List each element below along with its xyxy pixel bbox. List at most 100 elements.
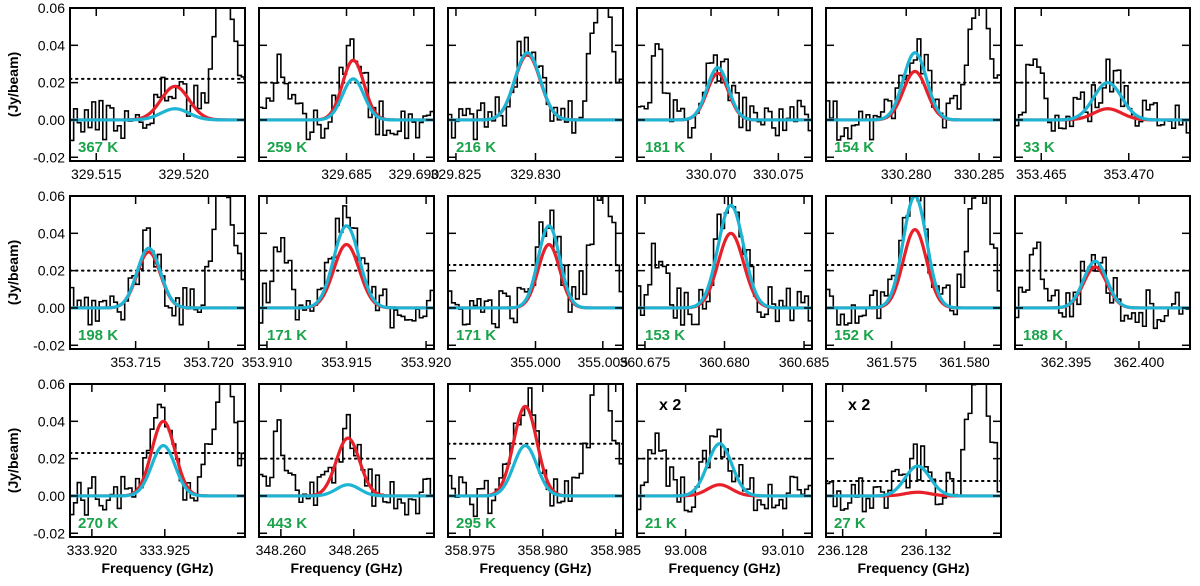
panel-frame	[1014, 7, 1191, 162]
y-tick-label: 0.00	[38, 300, 65, 316]
x-tick-label: 93.010	[761, 542, 804, 558]
plot-area	[448, 384, 623, 518]
y-tick-label: 0.00	[38, 488, 65, 504]
x-tick-label: 348.260	[256, 542, 307, 558]
observed-spectrum	[637, 43, 812, 139]
y-tick-label: 0.02	[38, 263, 65, 279]
x-tick-label: 330.280	[881, 166, 932, 182]
spectrum-panel: 353.465 353.470 33 K	[1014, 7, 1191, 182]
model-blue-line	[70, 107, 245, 122]
x-tick-label: 330.070	[686, 166, 737, 182]
panel-frame	[447, 383, 624, 538]
x-axis-title: Frequency (GHz)	[101, 560, 213, 576]
plot-area	[259, 413, 434, 516]
y-axis-title: (Jy/beam)	[5, 52, 21, 117]
x-tick-label: 361.575	[866, 354, 917, 370]
observed-spectrum	[70, 8, 245, 142]
x-tick-label: 353.920	[401, 354, 452, 370]
observed-spectrum	[259, 413, 434, 516]
spectrum-panel: 348.260 348.265 443 K Frequency (GHz)	[256, 383, 435, 576]
model-blue-line	[826, 196, 1001, 310]
plot-area	[637, 43, 812, 139]
x-tick-label: 358.985	[590, 542, 641, 558]
observed-spectrum	[259, 38, 434, 141]
temperature-label: 443 K	[267, 515, 307, 532]
y-tick-label: 0.06	[38, 376, 65, 392]
temperature-label: 27 K	[834, 515, 866, 532]
y-tick-label: -0.02	[33, 337, 65, 353]
plot-area	[448, 8, 623, 141]
x-axis-title: Frequency (GHz)	[479, 560, 591, 576]
plot-area	[637, 196, 812, 326]
y-tick-label: -0.02	[33, 525, 65, 541]
y-tick-label: 0.06	[38, 0, 65, 16]
model-red-line	[826, 227, 1001, 310]
model-blue-line	[1015, 81, 1190, 122]
observed-spectrum	[70, 196, 245, 326]
model-blue-line	[826, 51, 1001, 122]
panel-frame	[69, 7, 246, 162]
observed-spectrum	[826, 8, 1001, 141]
scale-factor-label: x 2	[848, 397, 870, 414]
x-axis-title: Frequency (GHz)	[290, 560, 402, 576]
y-tick-label: 0.00	[38, 112, 65, 128]
panel-frame	[258, 383, 435, 538]
y-tick-label: 0.04	[38, 225, 65, 241]
x-tick-label: 355.000	[510, 354, 561, 370]
y-tick-label: 0.04	[38, 37, 65, 53]
spectrum-panel: 330.070 330.075 181 K	[636, 7, 813, 182]
observed-spectrum	[70, 384, 245, 516]
x-tick-label: 333.925	[139, 542, 190, 558]
y-tick-label: 0.02	[38, 451, 65, 467]
spectrum-panel: 236.128 236.132 27 K x 2 Frequency (GHz)	[817, 383, 1002, 576]
x-tick-label: 353.715	[110, 354, 161, 370]
spectrum-panel: 0.06 0.04 0.02 0.00 -0.02 353.715 353.720 198 K…	[5, 188, 246, 370]
temperature-label: 181 K	[645, 139, 685, 156]
plot-area	[70, 196, 245, 326]
plot-area	[70, 384, 245, 516]
y-tick-label: 0.06	[38, 188, 65, 204]
spectrum-panel: 360.675 360.680 360.685 153 K	[620, 195, 830, 370]
x-tick-label: 353.915	[321, 354, 372, 370]
plot-area	[70, 8, 245, 142]
x-tick-label: 355.005	[578, 354, 629, 370]
panel-frame	[636, 383, 813, 538]
y-axis-title: (Jy/beam)	[5, 240, 21, 305]
model-red-line	[826, 69, 1001, 122]
plot-area	[259, 38, 434, 141]
plot-area	[1015, 58, 1190, 134]
observed-spectrum	[448, 8, 623, 141]
x-tick-label: 362.400	[1114, 354, 1165, 370]
observed-spectrum	[448, 384, 623, 518]
temperature-label: 216 K	[456, 139, 496, 156]
panel-frame	[1014, 195, 1191, 350]
model-blue-line	[448, 51, 623, 122]
temperature-label: 154 K	[834, 139, 874, 156]
x-tick-label: 353.465	[1016, 166, 1067, 182]
x-tick-label: 362.395	[1041, 354, 1092, 370]
x-tick-label: 329.830	[510, 166, 561, 182]
spectrum-panel: 93.008 93.010 21 K x 2 Frequency (GHz)	[636, 383, 813, 576]
spectrum-panel: 330.280 330.285 154 K	[825, 7, 1005, 182]
spectrum-panel: 0.06 0.04 0.02 0.00 -0.02 329.515 329.520 367 K…	[5, 0, 246, 182]
x-tick-label: 358.975	[445, 542, 496, 558]
y-axis-title: (Jy/beam)	[5, 428, 21, 493]
observed-spectrum	[637, 428, 812, 513]
model-blue-line	[259, 483, 434, 498]
model-blue-line	[70, 246, 245, 310]
model-blue-line	[1015, 259, 1190, 310]
x-axis-title: Frequency (GHz)	[857, 560, 969, 576]
x-tick-label: 329.690	[389, 166, 440, 182]
panel-frame	[69, 383, 246, 538]
plot-area	[448, 196, 623, 329]
observed-spectrum	[1015, 58, 1190, 134]
plot-area	[637, 428, 812, 513]
observed-spectrum	[1015, 241, 1190, 330]
x-axis-title: Frequency (GHz)	[668, 560, 780, 576]
x-tick-label: 330.285	[954, 166, 1005, 182]
y-tick-label: -0.02	[33, 149, 65, 165]
x-tick-label: 330.075	[753, 166, 804, 182]
model-blue-line	[637, 66, 812, 122]
spectrum-panel: 329.825 329.830 216 K	[431, 7, 624, 182]
